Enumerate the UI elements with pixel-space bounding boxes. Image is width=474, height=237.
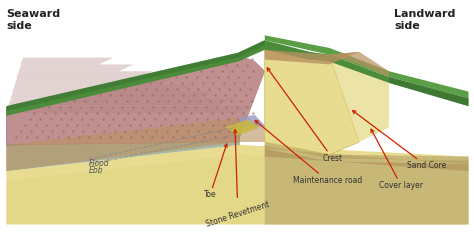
Polygon shape [18, 64, 134, 71]
Polygon shape [6, 40, 265, 111]
Text: Ebb: Ebb [89, 166, 103, 175]
Polygon shape [12, 85, 193, 91]
Polygon shape [238, 115, 265, 129]
Polygon shape [225, 120, 260, 135]
Text: Landward
side: Landward side [394, 9, 456, 31]
Text: Flood: Flood [89, 160, 109, 169]
Polygon shape [6, 110, 240, 147]
Text: Cover layer: Cover layer [371, 129, 423, 190]
Polygon shape [265, 50, 359, 64]
Text: Stone Revetment: Stone Revetment [205, 130, 271, 229]
Polygon shape [265, 50, 359, 155]
Text: Crest: Crest [267, 68, 343, 163]
Polygon shape [6, 155, 468, 224]
Text: Maintenance road: Maintenance road [255, 120, 362, 185]
Polygon shape [265, 142, 468, 224]
Polygon shape [6, 118, 265, 171]
Polygon shape [20, 58, 114, 64]
Text: Toe: Toe [204, 144, 227, 200]
Polygon shape [6, 105, 238, 139]
Polygon shape [265, 35, 468, 98]
Polygon shape [6, 98, 238, 130]
Polygon shape [329, 55, 389, 142]
Polygon shape [6, 116, 240, 171]
Polygon shape [6, 88, 235, 117]
Polygon shape [389, 77, 468, 106]
Text: Sand Core: Sand Core [353, 111, 446, 170]
Text: Seaward
side: Seaward side [6, 9, 61, 31]
Polygon shape [6, 145, 468, 224]
Polygon shape [16, 71, 154, 78]
Polygon shape [329, 52, 389, 77]
Polygon shape [14, 78, 173, 85]
Polygon shape [6, 106, 253, 113]
Polygon shape [265, 145, 468, 164]
Polygon shape [6, 94, 237, 123]
Polygon shape [6, 55, 265, 145]
Polygon shape [265, 149, 468, 171]
Polygon shape [6, 40, 468, 116]
Polygon shape [10, 91, 213, 98]
Polygon shape [9, 98, 233, 105]
